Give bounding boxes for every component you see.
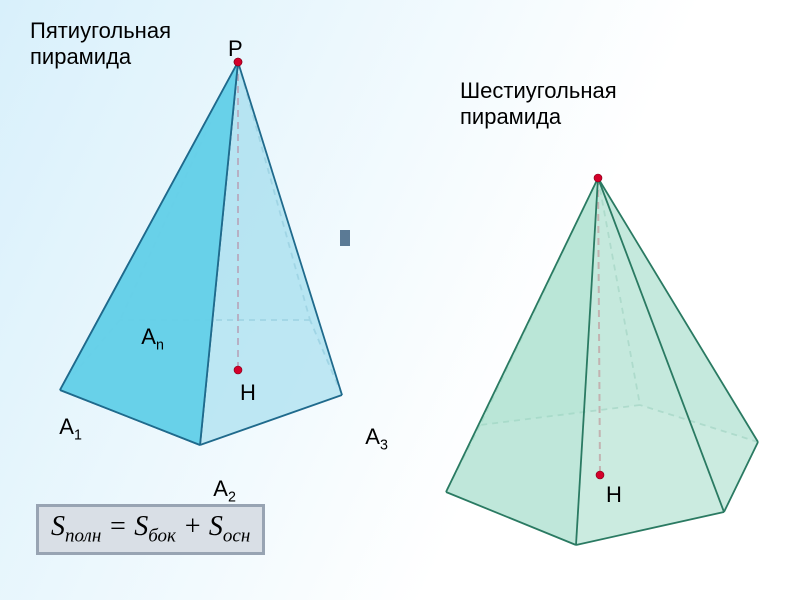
label-H-pent: H xyxy=(240,380,256,406)
label-A1: A1 xyxy=(36,388,82,469)
label-P: P xyxy=(228,36,243,62)
hexagonal-title: Шестиугольная пирамида xyxy=(460,78,617,130)
slide-stage: Пятиугольная пирамида Шестиугольная пира… xyxy=(0,0,800,600)
pentagonal-title: Пятиугольная пирамида xyxy=(30,18,171,70)
label-H-hex: H xyxy=(606,482,622,508)
label-A3: A3 xyxy=(342,398,388,479)
label-An: An xyxy=(118,298,164,379)
surface-area-formula: Sполн = Sбок + Sосн xyxy=(36,504,265,555)
